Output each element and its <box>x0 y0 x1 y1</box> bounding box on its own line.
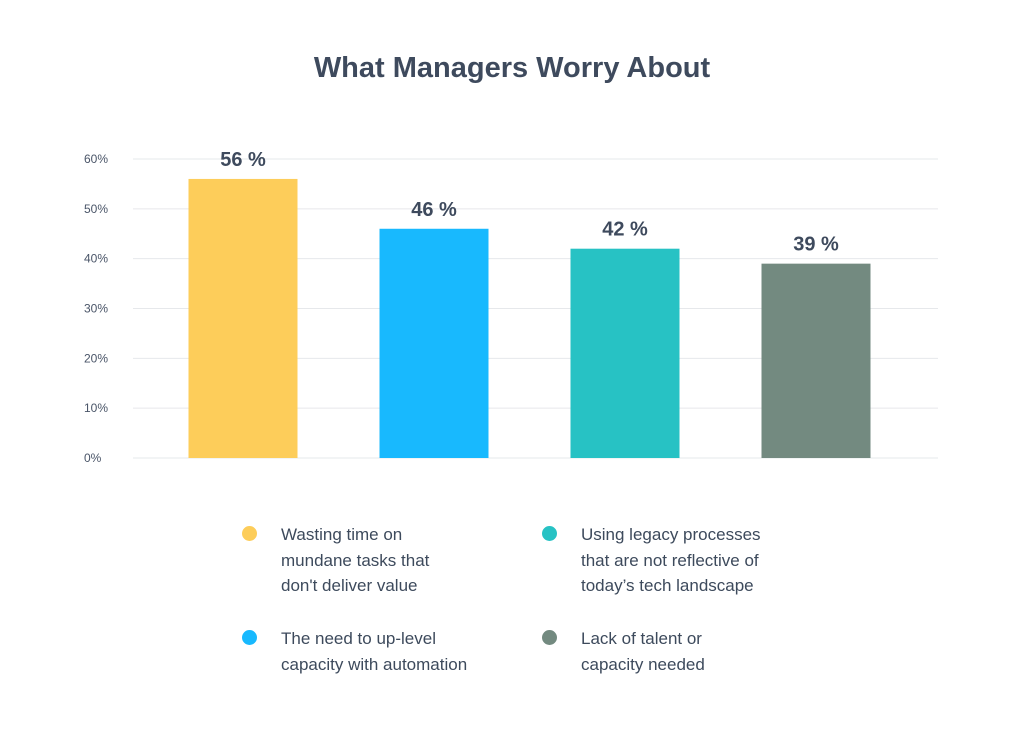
y-tick-label: 60% <box>84 152 108 166</box>
data-label: 39 % <box>793 234 839 256</box>
legend-label: The need to up-level capacity with autom… <box>281 629 468 674</box>
data-label: 56 % <box>220 149 266 171</box>
bar <box>570 248 680 458</box>
legend-item-lack-of-talent: Lack of talent or capacity needed <box>542 626 705 677</box>
legend-dot-icon <box>542 630 557 645</box>
y-tick-label: 40% <box>84 252 108 266</box>
legend-item-legacy-processes: Using legacy processes that are not refl… <box>542 522 761 599</box>
legend-dot-icon <box>242 526 257 541</box>
y-tick-label: 50% <box>84 202 108 216</box>
legend-item-up-level-capacity: The need to up-level capacity with autom… <box>242 626 467 677</box>
legend-item-wasting-time: Wasting time on mundane tasks that don't… <box>242 522 429 599</box>
legend-label: Wasting time on mundane tasks that don't… <box>281 525 430 595</box>
y-tick-label: 0% <box>84 451 102 465</box>
bar <box>188 178 298 458</box>
bar <box>761 263 871 458</box>
data-label: 46 % <box>411 199 457 221</box>
y-tick-label: 30% <box>84 302 108 316</box>
legend-dot-icon <box>542 526 557 541</box>
chart-title: What Managers Worry About <box>313 52 711 84</box>
data-label: 42 % <box>602 219 648 241</box>
bar <box>379 228 489 458</box>
y-tick-label: 20% <box>84 351 108 365</box>
legend-label: Using legacy processes that are not refl… <box>581 525 761 595</box>
legend-label: Lack of talent or capacity needed <box>581 629 705 674</box>
legend-dot-icon <box>242 630 257 645</box>
y-tick-label: 10% <box>84 401 108 415</box>
